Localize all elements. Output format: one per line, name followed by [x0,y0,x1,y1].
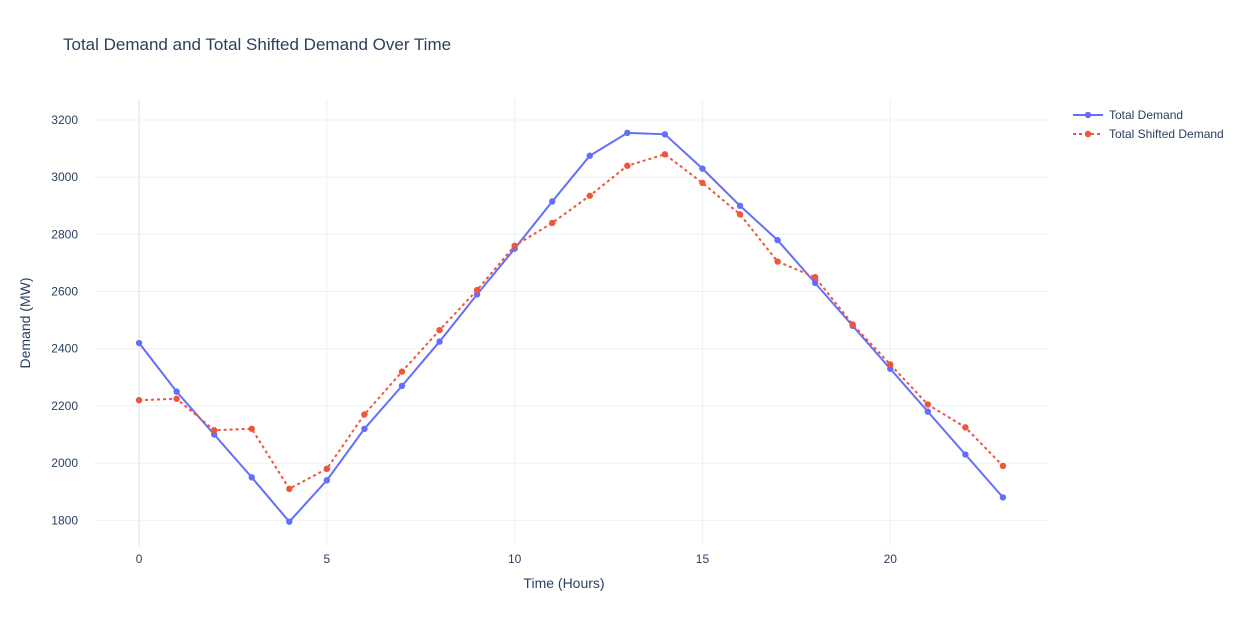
data-point [549,219,556,227]
series-1 [135,129,1007,525]
x-axis-title: Time (Hours) [523,575,604,591]
data-point [436,338,443,345]
data-point [999,462,1007,470]
series-line [139,153,1004,491]
data-point [323,465,331,473]
data-point [699,165,706,172]
y-tick-label: 2400 [51,342,78,356]
chart-title: Total Demand and Total Shifted Demand Ov… [63,35,451,54]
legend-marker [1084,111,1092,119]
series-2 [135,151,1007,493]
x-tick-label: 0 [136,552,143,566]
data-point [849,321,856,328]
data-point [135,339,143,347]
x-tick-label: 10 [508,552,522,566]
y-tick-label: 3200 [51,113,78,127]
legend: Total Demand Total Shifted Demand [1073,108,1224,141]
data-point [924,401,932,408]
data-point [398,382,406,390]
data-point [286,485,293,493]
y-tick-label: 2000 [51,456,78,470]
data-point [248,425,255,432]
series-line [138,131,1004,524]
grid-lines [94,100,1048,546]
data-point [586,192,593,199]
data-point [924,408,932,415]
data-point [811,279,819,287]
data-point [699,179,706,187]
data-point [511,242,518,250]
data-point [323,477,331,484]
data-point [624,129,631,137]
y-tick-label: 2800 [51,227,78,241]
data-point [398,368,406,375]
legend-item: Total Demand [1073,108,1183,122]
data-point [661,151,669,158]
legend-label: Total Shifted Demand [1109,127,1224,141]
data-point [962,451,969,458]
data-point [173,388,180,395]
x-axis-ticks: 0 5 10 15 20 [136,552,898,566]
data-point [586,152,593,159]
y-tick-label: 3000 [51,170,78,184]
y-axis-title: Demand (MW) [17,277,33,368]
data-point [774,236,781,244]
data-point [999,494,1007,501]
x-tick-label: 20 [884,552,898,566]
data-point [473,286,481,294]
data-point [736,211,744,218]
data-point [286,518,293,525]
legend-item: Total Shifted Demand [1073,127,1224,141]
y-tick-label: 2600 [51,285,78,299]
data-point [210,427,218,434]
data-point [549,198,556,205]
data-point [436,326,443,334]
legend-marker [1084,130,1092,138]
y-tick-label: 2200 [51,399,78,413]
y-tick-label: 1800 [51,513,78,527]
data-point [248,474,255,481]
data-point [736,202,744,209]
data-point [173,395,180,402]
legend-label: Total Demand [1109,108,1183,122]
x-tick-label: 15 [696,552,710,566]
data-point [811,274,819,281]
y-axis-ticks: 1800 2000 2200 2400 2600 2800 3000 3200 [51,113,78,527]
series-group [135,129,1007,525]
data-point [135,396,143,404]
x-tick-label: 5 [324,552,331,566]
data-point [361,411,368,418]
data-point [624,162,631,169]
data-point [774,258,781,265]
data-point [661,131,669,138]
data-point [361,425,368,432]
data-point [887,361,894,368]
data-point [962,424,969,431]
